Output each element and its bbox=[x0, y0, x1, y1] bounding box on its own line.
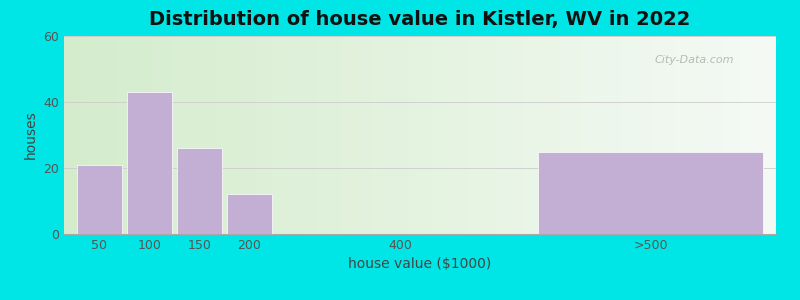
Text: City-Data.com: City-Data.com bbox=[655, 55, 734, 65]
Bar bbox=[538, 152, 763, 234]
Bar bbox=[177, 148, 222, 234]
X-axis label: house value ($1000): house value ($1000) bbox=[348, 257, 492, 272]
Bar bbox=[126, 92, 172, 234]
Title: Distribution of house value in Kistler, WV in 2022: Distribution of house value in Kistler, … bbox=[150, 10, 690, 29]
Bar bbox=[77, 165, 122, 234]
Bar bbox=[227, 194, 272, 234]
Y-axis label: houses: houses bbox=[24, 111, 38, 159]
